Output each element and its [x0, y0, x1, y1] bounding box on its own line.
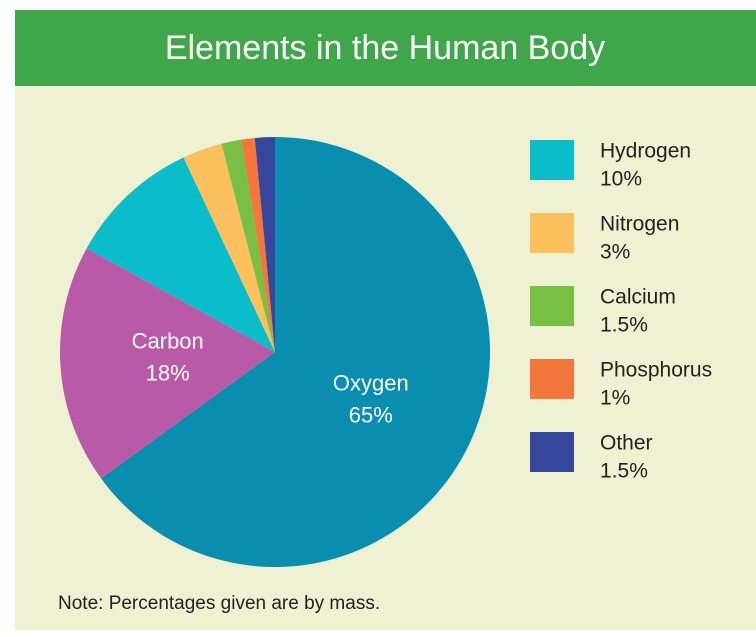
legend-label: Phosphorus [600, 359, 712, 382]
legend-label: Nitrogen [600, 213, 679, 236]
legend-swatch [530, 432, 574, 472]
pie-slice [59, 248, 275, 479]
legend-swatch [530, 213, 574, 253]
legend-label: Other [600, 432, 653, 455]
header [15, 10, 756, 86]
chart-title: Elements in the Human Body [165, 29, 605, 67]
legend-value: 10% [600, 168, 642, 191]
legend-swatch [530, 359, 574, 399]
legend-value: 1.5% [600, 314, 648, 337]
slice-label: Carbon [132, 329, 204, 354]
legend-label: Hydrogen [600, 140, 691, 163]
slice-value: 65% [349, 403, 393, 428]
legend-value: 3% [600, 241, 630, 264]
pie-slice [86, 157, 276, 352]
legend-label: Calcium [600, 286, 676, 309]
pie-slice [183, 143, 275, 352]
slice-value: 18% [146, 361, 190, 386]
legend-swatch [530, 286, 574, 326]
legend-value: 1.5% [600, 460, 648, 483]
pie-slice [241, 137, 275, 352]
slice-label: Oxygen [333, 371, 409, 396]
legend-value: 1% [600, 387, 630, 410]
note: Note: Percentages given are by mass. [58, 593, 380, 614]
pie-slice [101, 137, 491, 567]
pie-slice [221, 139, 275, 352]
pie-slice [254, 137, 275, 352]
legend-swatch [530, 140, 574, 180]
